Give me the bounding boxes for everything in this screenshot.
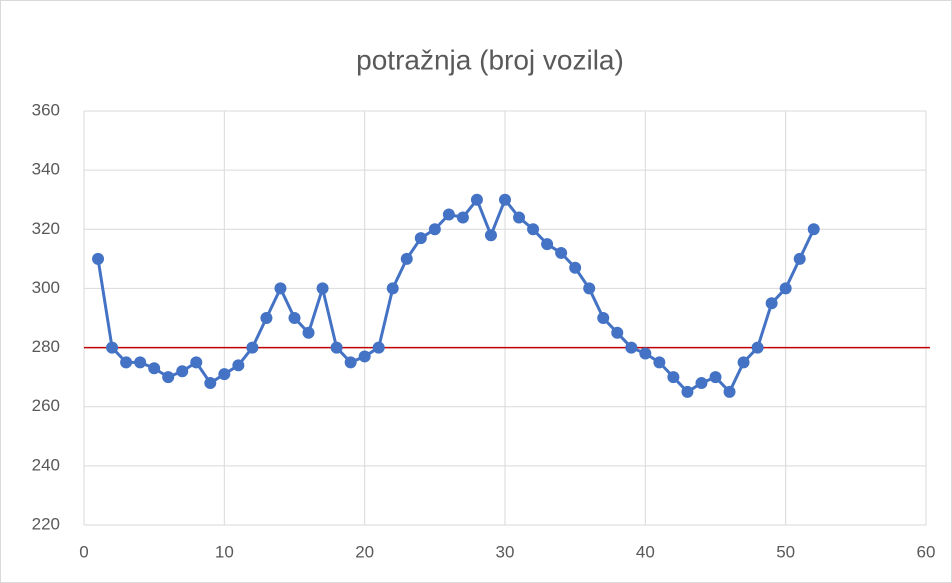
- data-point: [583, 282, 596, 295]
- data-point: [513, 211, 526, 224]
- data-point: [428, 223, 441, 236]
- y-tick-label: 240: [32, 455, 60, 474]
- data-point: [681, 385, 694, 398]
- data-point: [793, 252, 806, 265]
- data-point: [106, 341, 119, 354]
- x-tick-label: 60: [917, 542, 936, 561]
- chart-title: potražnja (broj vozila): [356, 44, 624, 75]
- y-tick-label: 360: [32, 100, 60, 119]
- data-point: [218, 368, 231, 381]
- data-point: [134, 356, 147, 369]
- data-point: [162, 371, 175, 384]
- series-line: [96, 198, 816, 394]
- y-tick-label: 300: [32, 278, 60, 297]
- x-tick-label: 30: [496, 542, 515, 561]
- y-tick-label: 220: [32, 514, 60, 533]
- data-point: [204, 377, 217, 390]
- x-tick-label: 40: [636, 542, 655, 561]
- x-tick-label: 50: [776, 542, 795, 561]
- data-point: [92, 252, 105, 265]
- data-point: [555, 246, 568, 259]
- data-point: [625, 341, 638, 354]
- y-tick-label: 280: [32, 337, 60, 356]
- data-point: [779, 282, 792, 295]
- data-point: [176, 365, 189, 378]
- x-tick-label: 10: [215, 542, 234, 561]
- data-point: [751, 341, 764, 354]
- data-point: [527, 223, 540, 236]
- data-point: [386, 282, 399, 295]
- data-point: [344, 356, 357, 369]
- data-point: [737, 356, 750, 369]
- data-point: [372, 341, 385, 354]
- data-point: [723, 385, 736, 398]
- y-tick-label: 260: [32, 396, 60, 415]
- data-point: [302, 326, 315, 339]
- data-point: [484, 229, 497, 242]
- data-point: [541, 238, 554, 251]
- data-point: [456, 211, 469, 224]
- data-point: [120, 356, 133, 369]
- data-point: [611, 326, 624, 339]
- data-point: [470, 193, 483, 206]
- data-point: [288, 312, 301, 324]
- data-point: [569, 261, 582, 274]
- data-point: [499, 193, 511, 206]
- data-point: [597, 312, 610, 324]
- data-point: [246, 341, 259, 354]
- data-point: [765, 297, 778, 310]
- data-point: [807, 223, 820, 236]
- data-point: [695, 377, 708, 390]
- data-point: [442, 208, 455, 221]
- x-tick-label: 0: [79, 542, 88, 561]
- x-tick-label: 20: [355, 542, 374, 561]
- data-point: [358, 350, 371, 363]
- y-tick-label: 320: [32, 219, 60, 238]
- data-point: [709, 371, 722, 384]
- data-point: [667, 371, 680, 384]
- data-point: [260, 312, 273, 324]
- data-point: [639, 347, 652, 360]
- data-point: [653, 356, 666, 369]
- data-point: [232, 359, 245, 372]
- data-point: [316, 282, 329, 295]
- data-point: [400, 252, 413, 265]
- data-point: [190, 356, 203, 369]
- y-tick-label: 340: [32, 160, 60, 179]
- data-point: [414, 232, 427, 245]
- data-point: [274, 282, 287, 295]
- data-point: [330, 341, 343, 354]
- data-point: [148, 362, 161, 375]
